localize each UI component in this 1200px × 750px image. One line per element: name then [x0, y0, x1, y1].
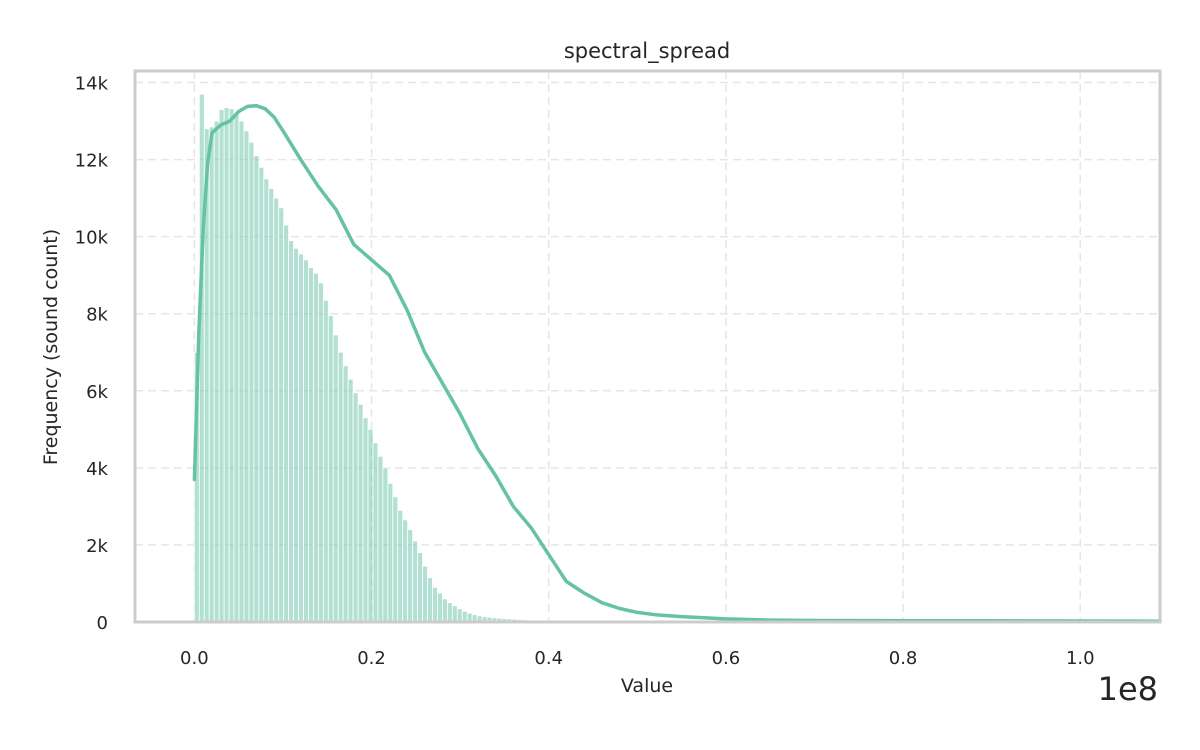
histogram-bar	[283, 224, 290, 623]
histogram-bars	[193, 93, 1153, 623]
y-tick-label: 8k	[86, 305, 108, 326]
histogram-bar	[218, 109, 225, 623]
y-axis-title: Frequency (sound count)	[40, 229, 62, 465]
kde-curve	[192, 103, 1162, 623]
y-tick-label: 0	[97, 613, 108, 634]
histogram-bar	[208, 126, 215, 623]
y-tick-label: 12k	[75, 151, 109, 172]
histogram-bar	[461, 610, 468, 623]
y-tick-label: 14k	[75, 74, 109, 95]
histogram-bar	[298, 253, 304, 623]
histogram-bar	[278, 207, 285, 623]
histogram-bar	[243, 130, 250, 623]
histogram-bar	[223, 107, 230, 623]
histogram-bar	[372, 442, 379, 623]
histogram-bar	[327, 315, 334, 623]
histogram-bar	[263, 178, 270, 623]
histogram-bar	[303, 259, 309, 623]
histogram-bar	[422, 565, 428, 623]
histogram-bar	[387, 482, 394, 623]
y-axis-ticks: 0 2k 4k 6k 8k 10k 12k 14k	[75, 74, 109, 634]
x-tick-label: 0.2	[357, 648, 386, 669]
histogram-bar	[253, 155, 260, 623]
x-tick-label: 0.8	[889, 648, 918, 669]
histogram-bar	[427, 577, 433, 623]
histogram-bar	[288, 240, 294, 623]
x-axis-offset-label: 1e8	[1098, 670, 1158, 708]
histogram-bar	[357, 403, 364, 623]
histogram-bar	[238, 120, 245, 623]
histogram-bar	[432, 586, 438, 623]
histogram-bar	[347, 378, 354, 623]
histogram-bar	[293, 247, 299, 623]
histogram-bar	[407, 529, 414, 623]
histogram-bar	[228, 108, 235, 623]
histogram-bar	[248, 141, 255, 623]
histogram-bar	[417, 552, 423, 623]
histogram-bar	[442, 598, 448, 623]
histogram-bar	[273, 197, 280, 623]
histogram-bar	[332, 334, 339, 623]
x-axis-title: Value	[621, 675, 673, 697]
chart-title: spectral_spread	[564, 39, 730, 64]
x-tick-label: 0.4	[534, 648, 563, 669]
histogram-bar	[337, 351, 344, 623]
histogram-bar	[362, 417, 369, 623]
histogram-bar	[233, 112, 240, 623]
histogram-bar	[308, 267, 314, 623]
x-axis-ticks: 0.0 0.2 0.4 0.6 0.8 1.0	[180, 648, 1095, 669]
histogram-bar	[456, 608, 463, 623]
histogram-bar	[342, 365, 349, 623]
histogram-bar	[377, 455, 384, 623]
y-tick-label: 10k	[75, 228, 109, 249]
y-tick-label: 4k	[86, 459, 108, 480]
histogram-bar	[198, 93, 205, 623]
y-tick-label: 6k	[86, 382, 108, 403]
histogram-bar	[446, 602, 453, 623]
histogram-bar	[451, 605, 458, 623]
histogram-bar	[268, 188, 275, 623]
histogram-bar	[382, 467, 389, 623]
histogram-bar	[412, 540, 419, 623]
histogram-bar	[397, 509, 404, 623]
x-tick-label: 0.0	[180, 648, 209, 669]
x-tick-label: 1.0	[1066, 648, 1095, 669]
histogram-bar	[213, 120, 220, 623]
histogram-bar	[367, 428, 374, 623]
histogram-bar	[258, 166, 265, 623]
x-tick-label: 0.6	[712, 648, 741, 669]
plot-frame	[133, 69, 1162, 624]
histogram-bar	[392, 496, 399, 623]
histogram-bar	[437, 592, 443, 623]
histogram-bar	[313, 272, 319, 623]
histogram-bar	[402, 519, 409, 623]
y-tick-label: 2k	[86, 536, 108, 557]
histogram-bar	[352, 392, 359, 623]
histogram-bar	[322, 299, 329, 623]
histogram-bar	[317, 282, 324, 623]
